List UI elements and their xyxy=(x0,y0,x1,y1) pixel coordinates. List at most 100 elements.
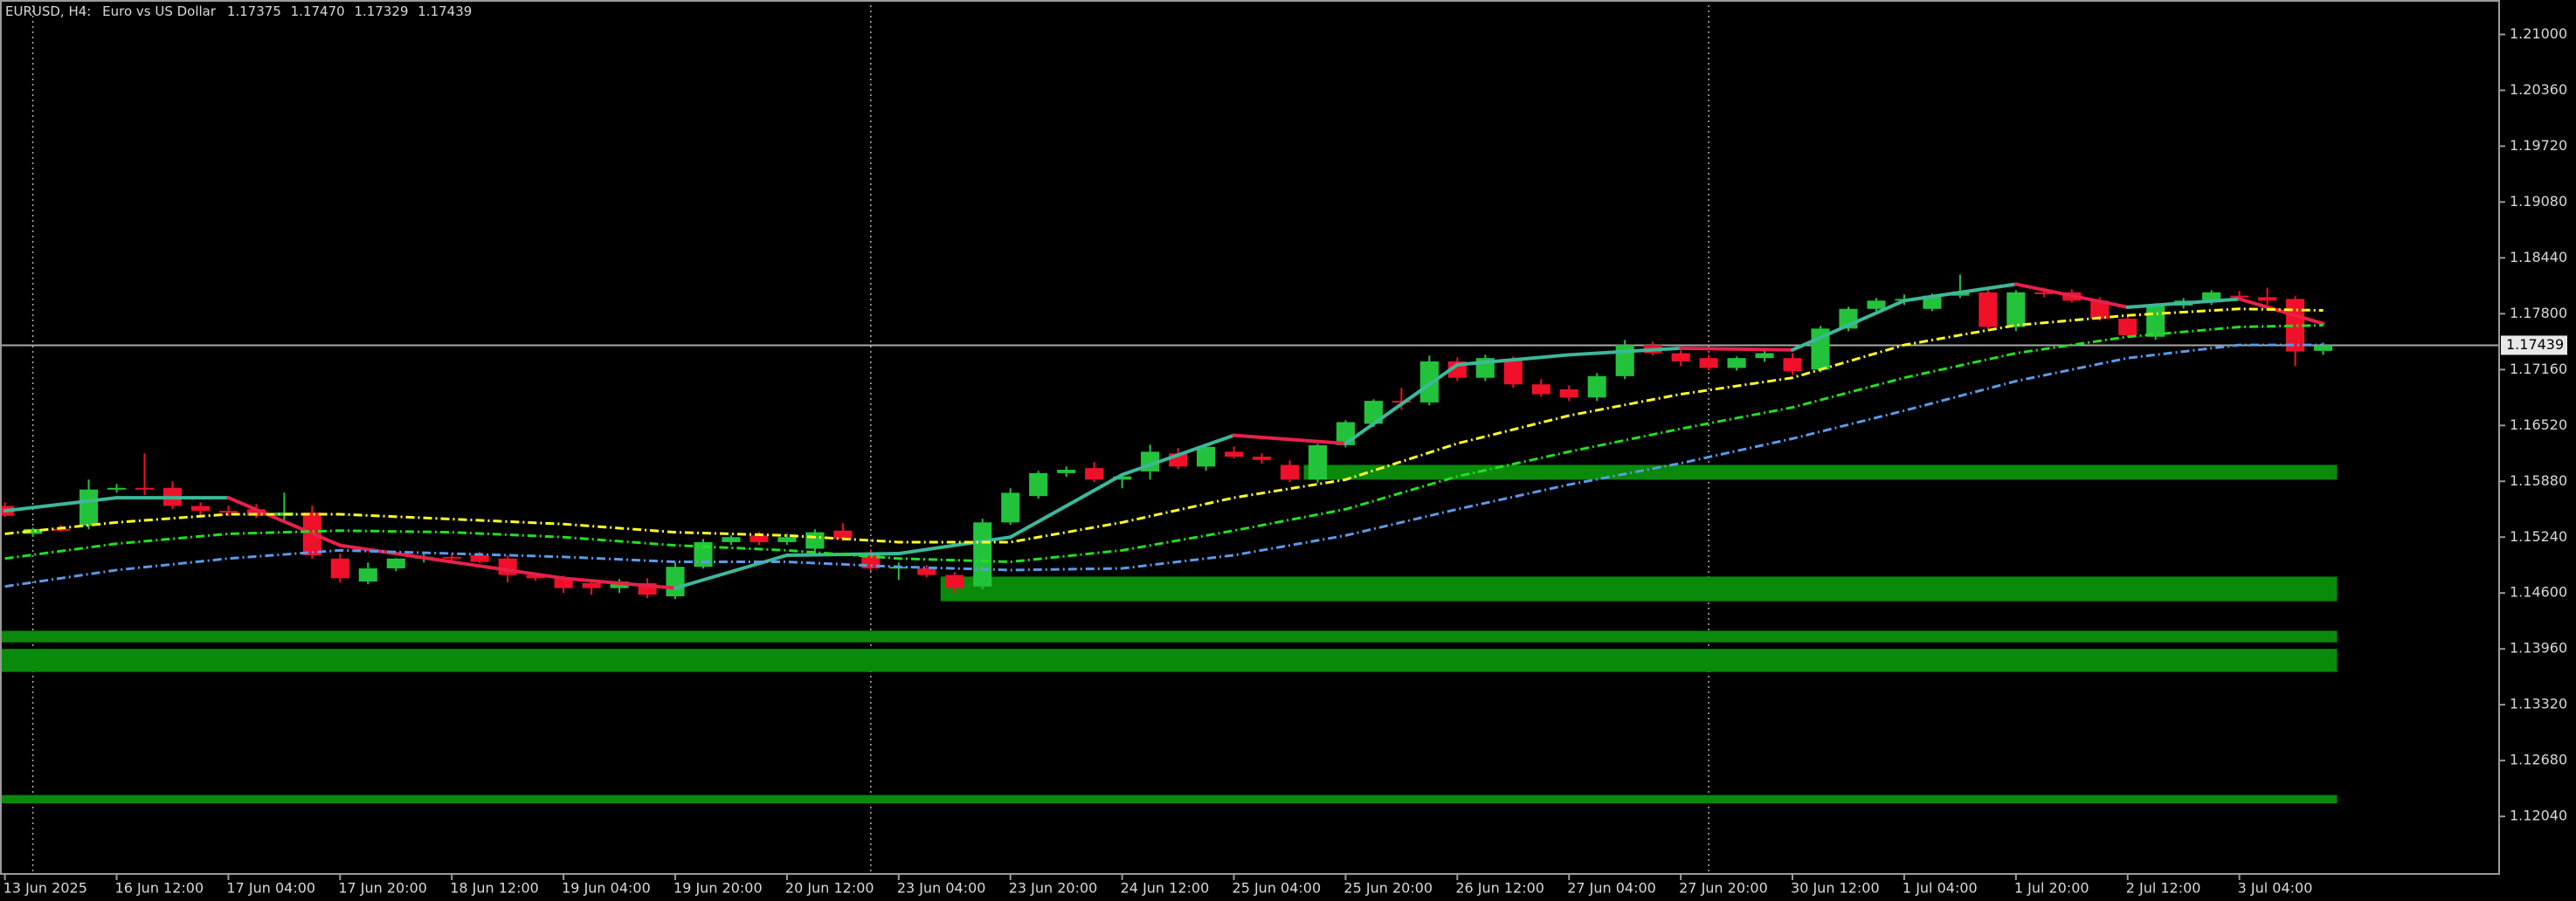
trend-line-segment xyxy=(1902,282,2018,303)
y-tick-label: 1.18440 xyxy=(2510,249,2567,265)
x-tick-label: 26 Jun 12:00 xyxy=(1455,880,1544,897)
candle-body xyxy=(470,554,489,562)
x-tick-label: 23 Jun 04:00 xyxy=(897,880,986,897)
y-tick-label: 1.13960 xyxy=(2510,640,2567,657)
trend-line-segment xyxy=(1455,353,1571,367)
x-tick-label: 1 Jul 20:00 xyxy=(2014,880,2089,897)
candle-body xyxy=(749,535,769,542)
candle-body xyxy=(1699,358,1718,368)
candle-body xyxy=(2258,297,2277,301)
candle-body xyxy=(973,522,992,587)
candle-body xyxy=(666,567,685,597)
candle-body xyxy=(1029,472,1048,497)
candle-body xyxy=(1001,492,1020,523)
candle-body xyxy=(1559,389,1578,398)
price-label: 1.17439 xyxy=(2506,336,2564,353)
y-tick-label: 1.21000 xyxy=(2510,25,2567,42)
plot-frame xyxy=(0,0,2500,875)
x-tick-label: 25 Jun 04:00 xyxy=(1233,880,1322,897)
candle-body xyxy=(582,582,601,588)
candle-body xyxy=(1392,401,1411,403)
x-tick-label: 17 Jun 04:00 xyxy=(226,880,315,897)
x-tick-label: 2 Jul 12:00 xyxy=(2126,880,2201,897)
candle-body xyxy=(1057,470,1076,473)
candle-body xyxy=(526,574,545,579)
candle-body xyxy=(24,528,43,534)
candle-body xyxy=(722,537,741,542)
y-tick-label: 1.15880 xyxy=(2510,472,2567,489)
candle-body xyxy=(833,530,853,540)
trend-line-segment xyxy=(1343,362,1460,445)
x-tick-label: 27 Jun 04:00 xyxy=(1567,880,1656,897)
trend-line-segment xyxy=(1679,346,1795,352)
y-tick-label: 1.12680 xyxy=(2510,752,2567,768)
candle-body xyxy=(1113,476,1132,480)
candle-body xyxy=(945,574,964,588)
candle-body xyxy=(1867,300,1886,309)
zone xyxy=(0,649,2338,672)
candle-body xyxy=(1308,444,1328,480)
candle-body xyxy=(135,487,155,490)
trend-line-segment xyxy=(226,496,342,547)
candle-body xyxy=(554,578,573,588)
x-tick-label: 19 Jun 04:00 xyxy=(562,880,651,897)
candle-body xyxy=(1252,457,1272,460)
candle-body xyxy=(1727,358,1746,368)
trend-line-segment xyxy=(2237,297,2325,326)
x-tick-label: 19 Jun 20:00 xyxy=(673,880,763,897)
y-tick-label: 1.16520 xyxy=(2510,416,2567,433)
ohlc-high: 1.17470 xyxy=(291,3,345,19)
candle-body xyxy=(1224,451,1244,457)
candle-body xyxy=(2034,292,2054,294)
plot-area xyxy=(0,0,2499,874)
x-tick-label: 17 Jun 20:00 xyxy=(338,880,427,897)
candle-body xyxy=(1280,464,1300,480)
moving-average xyxy=(4,307,2324,544)
candle-body xyxy=(2314,345,2333,351)
trend-line-segment xyxy=(1008,472,1124,540)
y-tick-label: 1.13320 xyxy=(2510,696,2567,712)
candle-body xyxy=(330,558,349,579)
x-tick-label: 24 Jun 12:00 xyxy=(1121,880,1210,897)
zone xyxy=(940,576,2338,602)
candle-body xyxy=(1419,361,1439,402)
y-tick-label: 1.19080 xyxy=(2510,193,2567,210)
trend-line-segment xyxy=(450,560,566,581)
trend-line-segment xyxy=(1567,346,1683,357)
zone xyxy=(0,630,2338,643)
ohlc-open: 1.17375 xyxy=(227,3,281,19)
price-label-box xyxy=(2501,335,2567,355)
trend-line-segment xyxy=(2125,297,2241,309)
chart-header: EURUSD, H4: Euro vs US Dollar 1.17375 1.… xyxy=(5,3,472,19)
trend-line-segment xyxy=(1232,433,1348,445)
zone xyxy=(1303,464,2338,480)
trend-line-segment xyxy=(562,576,678,590)
y-tick-label: 1.19720 xyxy=(2510,137,2567,154)
x-tick-label: 16 Jun 12:00 xyxy=(115,880,204,897)
candle-body xyxy=(2090,300,2110,320)
candle-body xyxy=(2006,292,2026,327)
moving-average xyxy=(4,343,2324,588)
ohlc-close: 1.17439 xyxy=(418,3,472,19)
candle-body xyxy=(358,568,377,582)
candle-body xyxy=(1364,401,1383,424)
candle-body xyxy=(777,537,797,542)
x-tick-label: 1 Jul 04:00 xyxy=(1903,880,1978,897)
candle-body xyxy=(2146,305,2165,337)
candle-body xyxy=(386,558,405,569)
candle-body xyxy=(1503,360,1523,385)
zone xyxy=(0,794,2338,804)
candle-body xyxy=(1671,353,1690,361)
trend-line-segment xyxy=(673,553,789,590)
x-tick-label: 3 Jul 04:00 xyxy=(2238,880,2313,897)
y-tick-label: 1.17160 xyxy=(2510,361,2567,377)
x-tick-label: 27 Jun 20:00 xyxy=(1679,880,1768,897)
y-tick-label: 1.14600 xyxy=(2510,584,2567,601)
candle-body xyxy=(2230,295,2249,298)
candle-body xyxy=(218,511,238,513)
symbol: EURUSD, H4: xyxy=(5,3,91,19)
description: Euro vs US Dollar xyxy=(102,3,217,19)
y-tick-label: 1.12040 xyxy=(2510,808,2567,824)
candle-body xyxy=(2118,319,2137,335)
